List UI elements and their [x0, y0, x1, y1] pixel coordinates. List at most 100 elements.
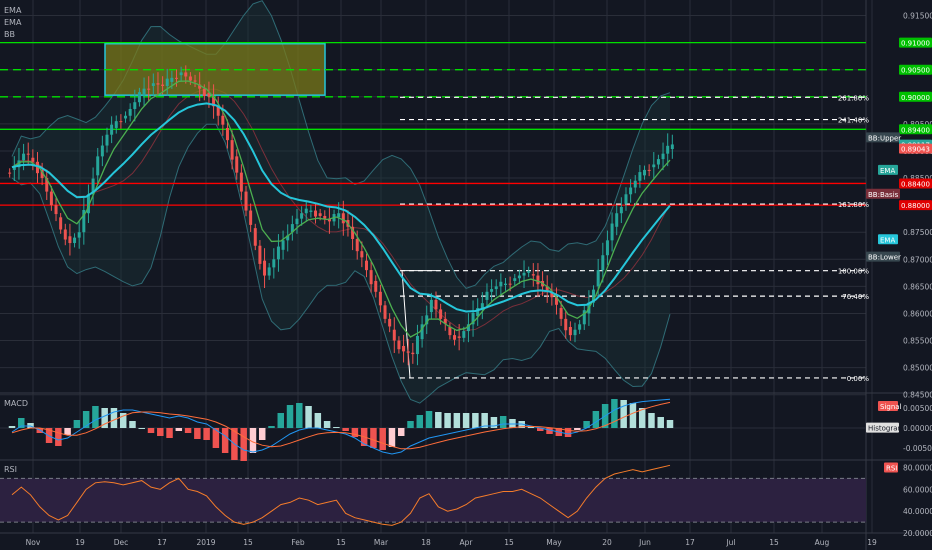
candle-body — [499, 281, 503, 287]
candle-body — [276, 246, 280, 260]
candle-body — [40, 169, 44, 179]
time-tick-label: 15 — [504, 538, 514, 547]
macd-histogram-bar — [611, 399, 618, 428]
macd-histogram-bar — [435, 412, 442, 428]
price-tick-label: 0.86000 — [903, 309, 932, 318]
macd-histogram-bar — [490, 417, 498, 428]
macd-histogram-bar — [592, 411, 600, 428]
legend-ema-1[interactable]: EMA — [4, 6, 22, 15]
horizontal-lines[interactable] — [0, 41, 866, 206]
time-tick-label: Jul — [725, 538, 735, 547]
price-tag-bg — [866, 188, 900, 199]
macd-histogram-bar — [323, 421, 331, 428]
candle-body — [156, 83, 160, 85]
candle-body — [666, 145, 670, 154]
candle-body — [207, 92, 211, 97]
candle-body — [151, 83, 155, 86]
candle-body — [295, 218, 299, 225]
candle-body — [221, 115, 225, 125]
macd-histogram-bar — [397, 428, 405, 436]
macd-histogram-bar — [73, 420, 81, 428]
price-tag-text: 0.91000 — [901, 40, 930, 48]
fib-level-label: 0.00% — [847, 375, 870, 383]
legend-bb[interactable]: BB — [4, 30, 15, 39]
price-tag-bg — [899, 37, 932, 48]
candle-body — [267, 267, 271, 276]
signal-line — [11, 401, 671, 450]
macd-histogram-bar — [574, 428, 581, 430]
fib-level-label: 261.80% — [838, 94, 869, 102]
candle-body — [193, 80, 197, 82]
candle-body — [216, 106, 220, 116]
fib-level-label: 100.00% — [838, 268, 869, 276]
rsi-tick-label: 20.0000 — [903, 529, 932, 538]
macd-histogram-bar — [92, 406, 99, 428]
bb-lower — [11, 123, 671, 404]
candle-body — [31, 157, 35, 162]
macd-histogram-bar — [249, 428, 257, 453]
candle-body — [54, 205, 58, 215]
candle-body — [448, 327, 452, 336]
candle-body — [619, 207, 623, 214]
candle-body — [378, 291, 382, 306]
candle-body — [453, 335, 457, 340]
ema-slow-line — [11, 102, 671, 313]
candle-body — [638, 172, 642, 181]
fib-level-label: 241.40% — [838, 117, 869, 125]
time-axis[interactable]: Nov 19 Dec 17 2019 15 Feb 15 Mar 18 Apr 15 May 20 Jun 1… — [26, 538, 877, 547]
macd-histogram-bar — [453, 413, 461, 428]
candle-body — [22, 153, 26, 161]
macd-histogram-bar — [351, 428, 359, 437]
macd-histogram-bar — [119, 413, 127, 428]
macd-histogram-bar — [268, 426, 275, 428]
candle-body — [170, 77, 174, 82]
macd-histogram-bar — [305, 406, 312, 428]
candle-body — [443, 318, 447, 324]
candle-body — [272, 259, 276, 268]
candle-body — [198, 84, 202, 89]
macd-histogram-bar — [629, 403, 637, 428]
candle-body — [582, 310, 586, 325]
price-tag-bg — [899, 91, 932, 102]
price-tag-bg — [884, 462, 898, 473]
candle-body — [96, 156, 100, 176]
macd-histogram-bar — [184, 428, 192, 433]
candle-body — [59, 217, 63, 230]
candle-body — [564, 318, 568, 331]
price-tag-bg — [866, 251, 900, 262]
candle-body — [466, 324, 470, 332]
macd-histogram-bar — [472, 413, 479, 428]
legend-ema-2[interactable]: EMA — [4, 18, 22, 27]
candle-body — [596, 270, 600, 287]
macd-histogram-bar — [175, 428, 183, 431]
candle-body — [133, 102, 137, 109]
candle-body — [184, 72, 188, 77]
candle-body — [300, 213, 304, 219]
bb-basis — [11, 88, 671, 332]
candle-body — [8, 172, 12, 174]
macd-histogram-bar — [157, 428, 164, 436]
price-tag-bg — [899, 178, 932, 189]
macd-histogram-bar — [620, 400, 627, 428]
candle-body — [100, 145, 104, 157]
macd-histogram-bar — [481, 413, 488, 428]
candle-body — [119, 121, 123, 123]
candle-body — [652, 164, 656, 168]
time-tick-label: 19 — [75, 538, 85, 547]
candle-body — [105, 134, 109, 146]
legend-macd[interactable]: MACD — [4, 399, 28, 408]
price-tag-text: Signal — [880, 403, 902, 411]
macd-histogram-bar — [194, 428, 201, 439]
price-tag-text: Histogram — [868, 425, 904, 433]
macd-histogram-bar — [221, 428, 229, 453]
macd-histogram-bar — [444, 413, 451, 428]
fibonacci-retracement[interactable]: 261.80% 241.40% 161.80% 100.00% 76.40% 0.00% — [400, 94, 869, 383]
price-tick-label: 0.84500 — [903, 391, 932, 400]
legend-rsi[interactable]: RSI — [4, 465, 17, 474]
candle-body — [462, 331, 466, 338]
candle-body — [374, 280, 378, 292]
candle-body — [490, 289, 494, 292]
candle-body — [212, 96, 216, 107]
price-tick-label: 0.87500 — [903, 228, 932, 237]
